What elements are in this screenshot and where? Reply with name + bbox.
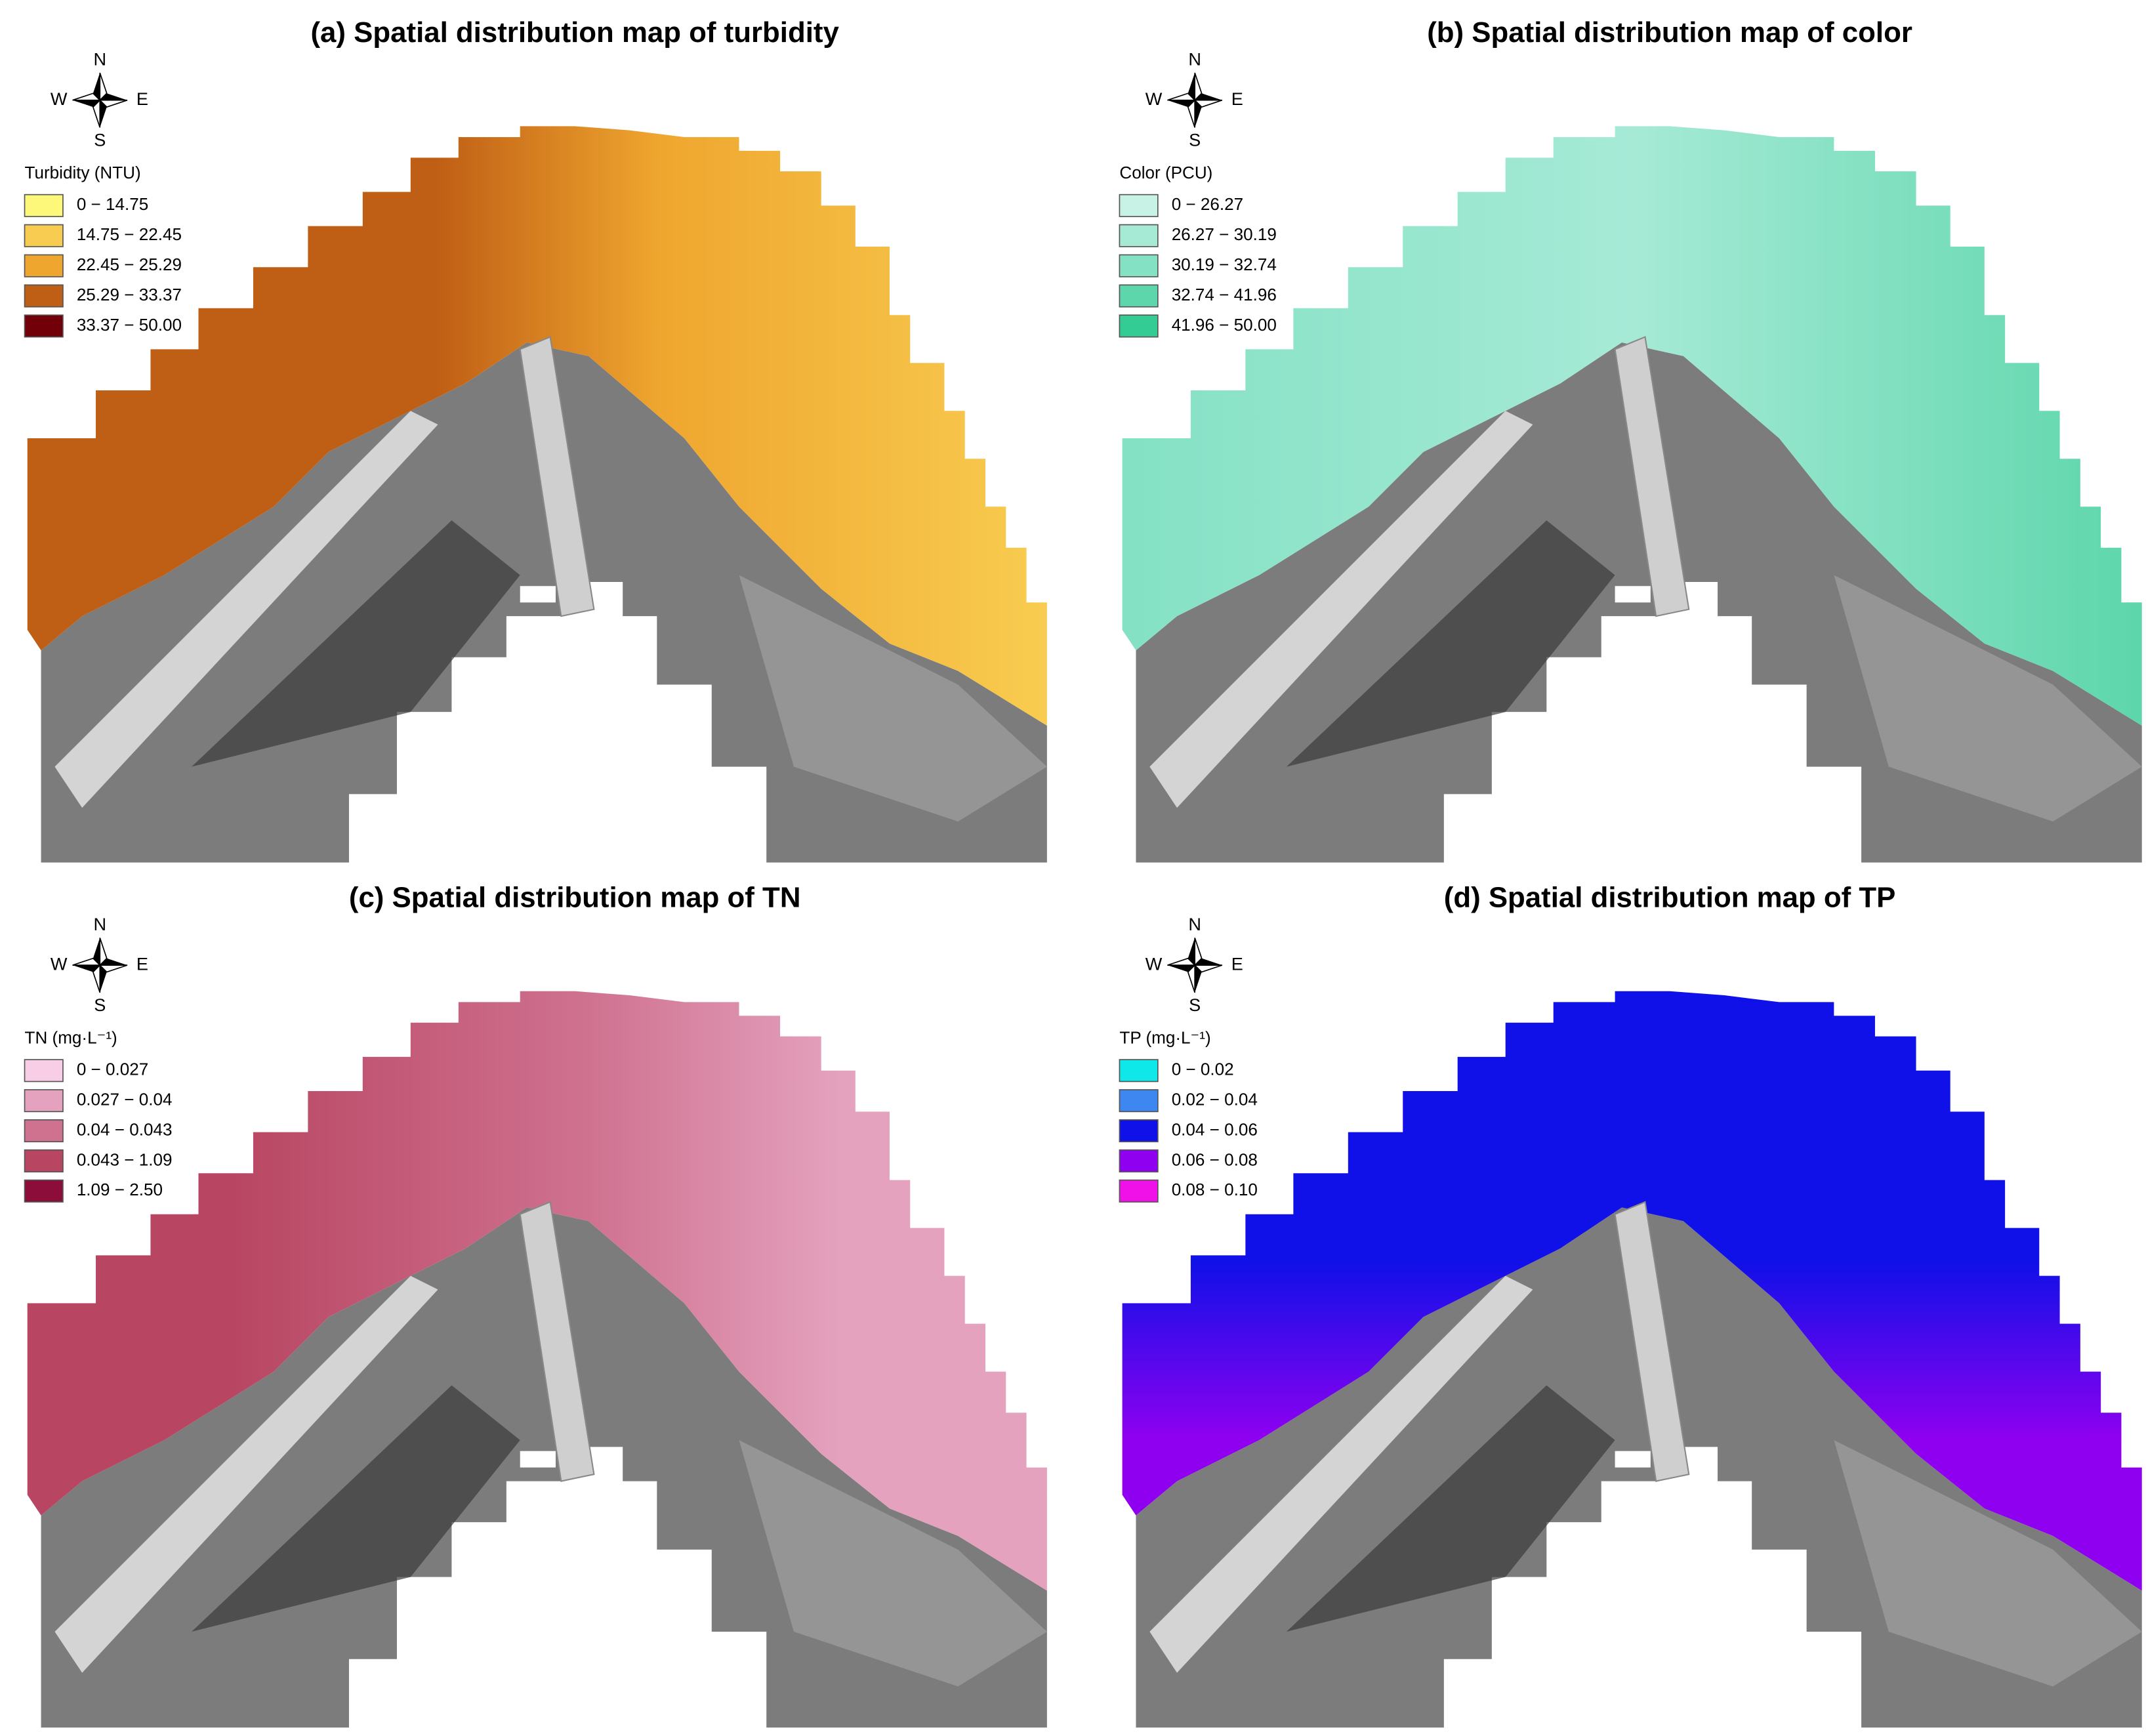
legend-label: 0 − 0.027 [77,1060,148,1079]
compass-rose-inner [1167,938,1223,993]
legend-label: 14.75 − 22.45 [77,224,182,244]
slope [1834,1439,2142,1687]
compass-west: W [1145,953,1163,974]
road [1149,1275,1533,1673]
compass-east: E [1231,89,1243,109]
panel-title: (b) Spatial distribution map of color [1427,16,1912,49]
legend-label: 30.19 − 32.74 [1172,255,1277,274]
map-panel: (c) Spatial distribution map of TN N S W E TN… [24,882,1047,1728]
dam [1614,336,1690,617]
legend-label: 0.08 − 0.10 [1172,1180,1258,1199]
compass-rose-inner [1167,72,1223,128]
legend-label: 0.04 − 0.043 [77,1119,173,1139]
dark-vegetation [192,1385,520,1632]
legend-label: 0.02 − 0.04 [1172,1090,1258,1109]
legend-swatch [1119,1089,1159,1113]
compass-north: N [93,49,106,69]
legend-swatch [1119,314,1159,338]
legend-swatch [1119,284,1159,308]
panel-title: (c) Spatial distribution map of TN [349,882,801,914]
legend-swatch [1119,224,1159,247]
legend-label: 1.09 − 2.50 [77,1180,163,1199]
legend-swatch [1119,194,1159,217]
legend-label: 0 − 26.27 [1172,194,1243,214]
legend-swatch [1119,1179,1159,1203]
legend-swatch [24,1149,64,1172]
compass-south: S [1189,995,1201,1015]
legend-swatch [24,1179,64,1203]
legend-label: 0.04 − 0.06 [1172,1119,1258,1139]
slope [739,1439,1047,1687]
legend-swatch [24,284,64,308]
compass-east: E [136,89,148,109]
legend-label: 41.96 − 50.00 [1172,315,1277,335]
legend-label: 0.027 − 0.04 [77,1090,173,1109]
dam [519,1201,595,1482]
legend-label: 32.74 − 41.96 [1172,285,1277,304]
water [1122,991,2142,1591]
compass-east: E [136,953,148,974]
dam [1614,1201,1690,1482]
legend-swatch [1119,1119,1159,1143]
legend-swatch [1119,1149,1159,1172]
compass-west: W [51,89,68,109]
legend-swatch [24,1119,64,1143]
legend-swatch [24,224,64,247]
legend-title: Color (PCU) [1119,163,1212,182]
water [27,126,1047,726]
dark-vegetation [1286,520,1615,767]
map-panel: (b) Spatial distribution map of color N S W… [1119,16,2142,863]
legend-title: TN (mg·L⁻¹) [25,1028,117,1048]
legend-label: 26.27 − 30.19 [1172,224,1277,244]
compass-south: S [94,995,106,1015]
building [520,586,556,603]
building [1615,586,1651,603]
compass-rose-inner [72,72,128,128]
compass-west: W [1145,89,1163,109]
dark-vegetation [192,520,520,767]
compass-south: S [94,129,106,150]
legend-swatch [24,254,64,278]
panel-title: (a) Spatial distribution map of turbidit… [310,16,839,49]
compass-west: W [51,953,68,974]
slope [1834,575,2142,822]
compass-south: S [1189,129,1201,150]
legend-swatch [1119,254,1159,278]
road [54,1275,438,1673]
map-panel: (d) Spatial distribution map of TP N S W E TP… [1119,882,2142,1728]
water [27,991,1047,1591]
legend-swatch [24,194,64,217]
legend-title: Turbidity (NTU) [25,163,141,182]
compass-north: N [93,914,106,934]
legend-label: 33.37 − 50.00 [77,315,182,335]
dark-vegetation [1286,1385,1615,1632]
compass-north: N [1188,49,1201,69]
building [1615,1451,1651,1468]
building [520,1451,556,1468]
legend-swatch [24,1089,64,1113]
map-panel: (a) Spatial distribution map of turbidit… [24,16,1047,863]
slope [739,575,1047,822]
dam [519,336,595,617]
legend-title: TP (mg·L⁻¹) [1119,1028,1210,1048]
legend-label: 0.043 − 1.09 [77,1149,173,1169]
road [1149,411,1533,808]
legend-label: 0.06 − 0.08 [1172,1149,1258,1169]
compass-north: N [1188,914,1201,934]
legend-label: 22.45 − 25.29 [77,255,182,274]
legend-swatch [1119,1059,1159,1083]
legend-swatch [24,314,64,338]
road [54,411,438,808]
panel-title: (d) Spatial distribution map of TP [1444,882,1896,914]
water [1122,126,2142,726]
legend-swatch [24,1059,64,1083]
legend-label: 0 − 0.02 [1172,1060,1234,1079]
legend-label: 25.29 − 33.37 [77,285,182,304]
legend-label: 0 − 14.75 [77,194,148,214]
compass-east: E [1231,953,1243,974]
compass-rose-inner [72,938,128,993]
